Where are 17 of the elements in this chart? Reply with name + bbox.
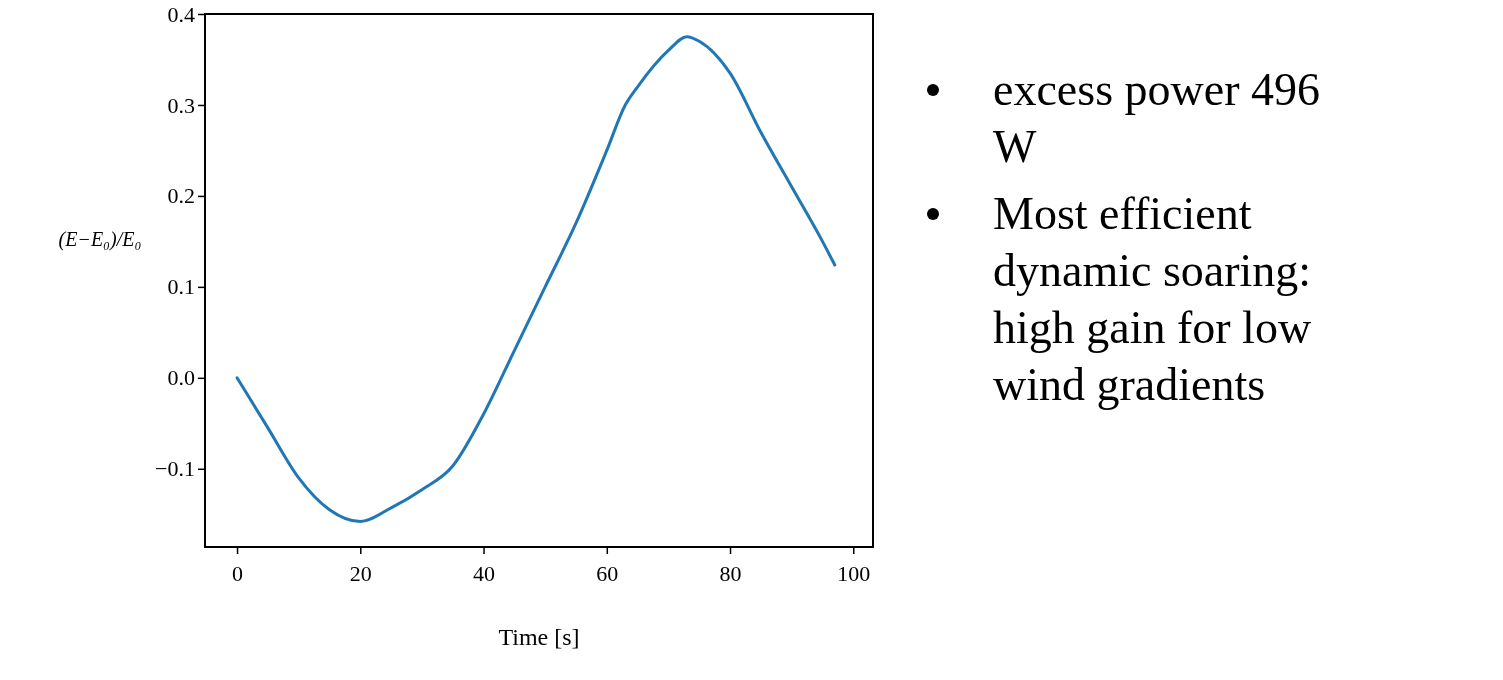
x-tick-label: 100 xyxy=(837,561,871,587)
text: Most efficient dynamic soaring: high gain for low wind gradients xyxy=(993,188,1312,410)
x-axis-title: Time [s] xyxy=(498,624,580,650)
x-tick-label: 80 xyxy=(719,561,742,587)
y-tick-label: −0.1 xyxy=(155,456,195,482)
y-tick-label: 0.0 xyxy=(167,365,195,391)
x-tick-label: 0 xyxy=(232,561,244,587)
y-tick-label: 0.2 xyxy=(167,183,195,209)
y-tick-label: 0.1 xyxy=(167,274,195,300)
x-tick-label: 60 xyxy=(596,561,619,587)
y-tick-label: 0.3 xyxy=(167,92,195,118)
text: excess power 496 W xyxy=(993,64,1321,172)
line-series xyxy=(235,35,837,524)
y-axis-title: (E−E₀)/E₀ xyxy=(58,228,142,251)
x-tick-label: 20 xyxy=(349,561,372,587)
x-tick-label: 40 xyxy=(473,561,496,587)
y-tick-label: 0.4 xyxy=(167,1,195,27)
